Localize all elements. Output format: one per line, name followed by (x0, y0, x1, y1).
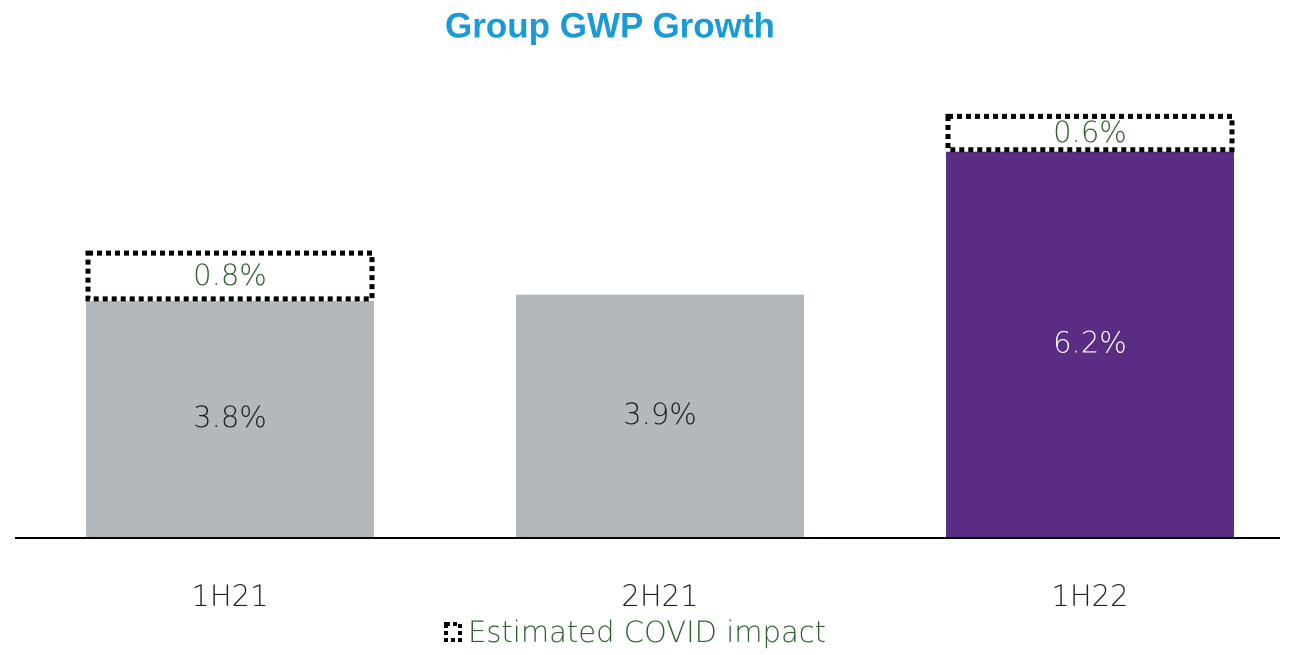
x-tick-label: 1H21 (191, 579, 268, 613)
value-label: 3.8% (193, 400, 267, 434)
x-tick-label: 2H21 (621, 579, 698, 613)
chart-title: Group GWP Growth (445, 6, 775, 45)
value-label: 0.8% (193, 258, 267, 292)
x-tick-label: 1H22 (1051, 579, 1128, 613)
legend-swatch (444, 622, 462, 642)
legend-label: Estimated COVID impact (468, 615, 826, 649)
covid-segment (945, 113, 1235, 153)
value-label: 0.6% (1053, 115, 1127, 149)
bar (946, 151, 1234, 537)
bar (86, 300, 374, 537)
covid-segment (85, 250, 375, 302)
bar (516, 294, 804, 537)
value-label: 6.2% (1053, 325, 1127, 359)
value-label: 3.9% (623, 397, 697, 431)
